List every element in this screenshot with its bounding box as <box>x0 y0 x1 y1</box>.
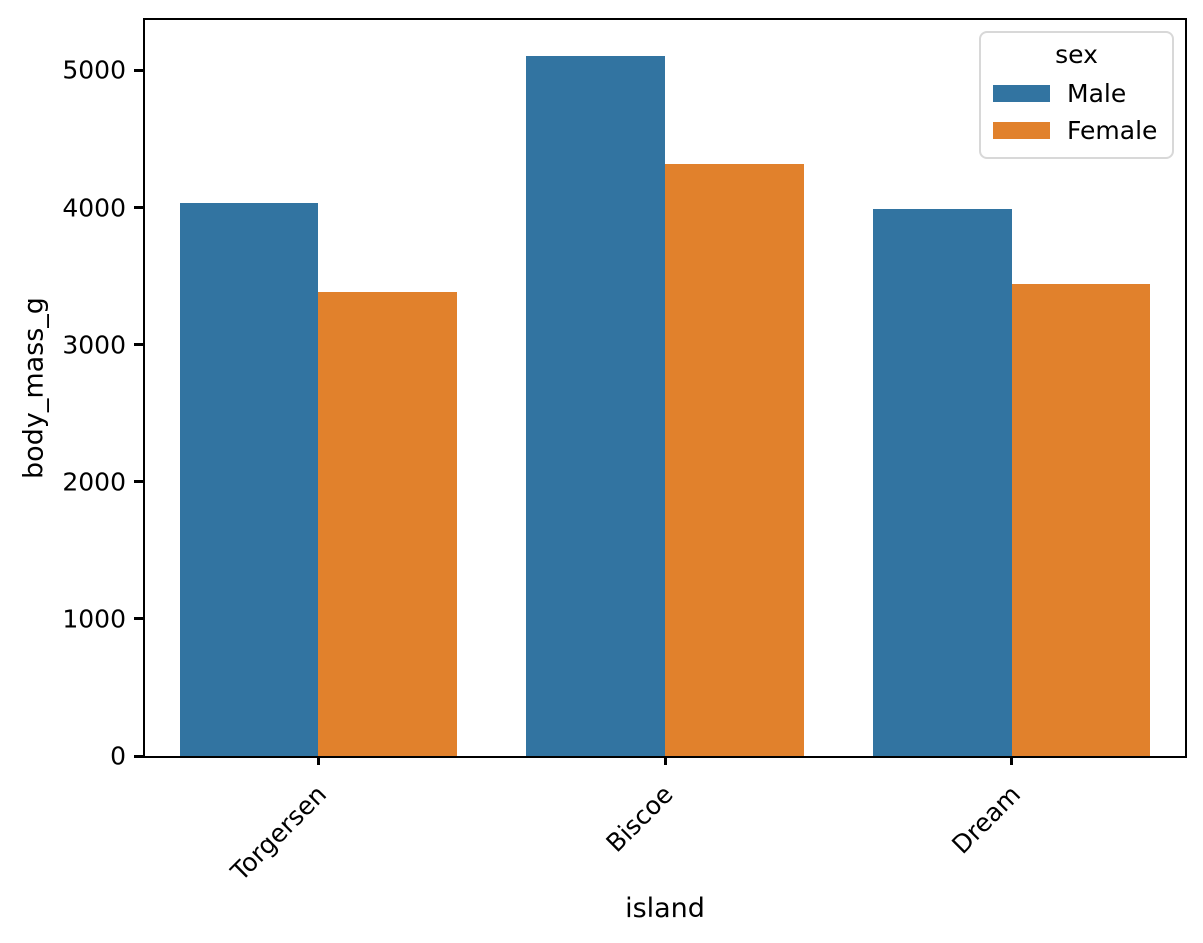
bar-female-biscoe <box>665 163 804 756</box>
y-tick-mark <box>134 68 143 72</box>
y-tick-mark <box>134 206 143 210</box>
x-tick-label: Torgersen <box>225 779 333 887</box>
bar-female-dream <box>1011 283 1151 756</box>
x-tick-mark <box>316 756 320 765</box>
legend-title: sex <box>1055 40 1098 69</box>
bar-male-torgersen <box>179 202 319 756</box>
bar-female-torgersen <box>318 291 457 756</box>
y-tick-label: 3000 <box>62 330 126 360</box>
legend-entry-female: Female <box>991 118 1162 143</box>
legend-swatch-female <box>993 121 1050 139</box>
x-axis-label: island <box>625 893 705 924</box>
y-tick-mark <box>134 480 143 484</box>
y-tick-mark <box>134 343 143 347</box>
y-tick-label: 5000 <box>62 55 126 85</box>
y-tick-label: 0 <box>110 741 126 771</box>
x-tick-mark <box>1010 756 1014 765</box>
y-tick-label: 1000 <box>62 604 126 634</box>
legend-label-female: Female <box>1067 115 1158 145</box>
y-tick-label: 2000 <box>62 467 126 497</box>
y-tick-mark <box>134 617 143 621</box>
legend-entry-male: Male <box>991 81 1162 106</box>
bars-container <box>145 20 1185 756</box>
y-tick-mark <box>134 754 143 758</box>
legend-label-male: Male <box>1067 78 1127 108</box>
legend-swatch-male <box>993 84 1050 102</box>
y-axis-label: body_mass_g <box>18 297 50 479</box>
bar-male-biscoe <box>526 56 665 756</box>
bar-male-dream <box>873 209 1012 756</box>
x-tick-mark <box>663 756 667 765</box>
x-tick-label: Biscoe <box>600 779 680 858</box>
y-tick-label: 4000 <box>62 193 126 223</box>
legend: sex Male Female <box>979 31 1174 159</box>
x-tick-label: Dream <box>945 779 1026 860</box>
